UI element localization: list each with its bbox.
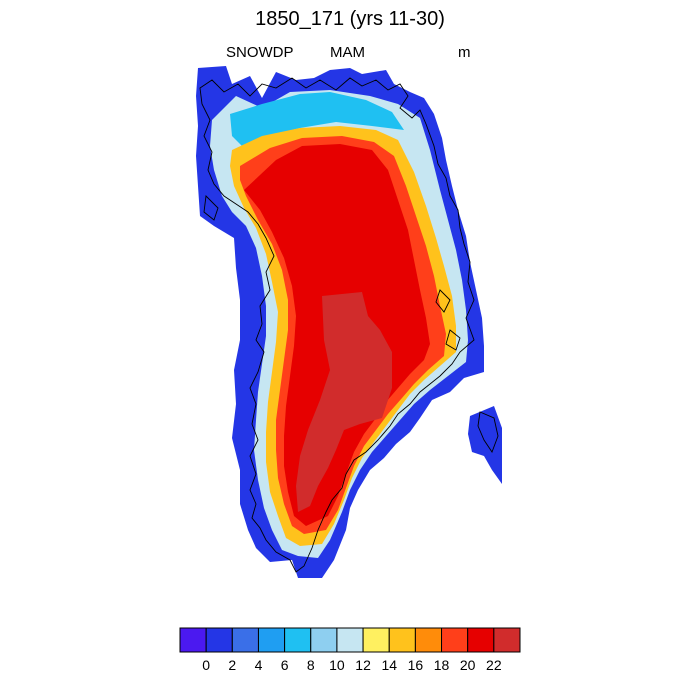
coastline-path xyxy=(435,289,451,313)
colorbar-tick-label: 6 xyxy=(281,657,289,673)
plot-title: 1850_171 (yrs 11-30) xyxy=(255,8,445,30)
coastline xyxy=(199,77,499,573)
colorbar-box xyxy=(231,627,259,653)
colorbar-box xyxy=(205,627,233,653)
colorbar-tick-label: 14 xyxy=(381,657,397,673)
colorbar-tick-labels: 0 2 4 6 8 10 12 14 16 18 20 22 xyxy=(202,657,502,673)
colorbar-tick-label: 0 xyxy=(202,657,210,673)
colorbar-box xyxy=(414,627,443,653)
colorbar-tick-label: 2 xyxy=(228,657,236,673)
colorbar-box xyxy=(362,627,390,653)
colorbar-tick-label: 20 xyxy=(460,657,476,673)
colorbar-tick-label: 10 xyxy=(329,657,345,673)
colorbar-box xyxy=(388,627,416,653)
colorbar-tick-label: 18 xyxy=(434,657,450,673)
coastline-path xyxy=(203,195,219,221)
colorbar-tick-label: 22 xyxy=(486,657,502,673)
colorbar-box xyxy=(179,627,207,653)
colorbar-tick-label: 8 xyxy=(307,657,315,673)
coastline-path xyxy=(445,329,461,351)
colorbar-boxes xyxy=(179,627,521,653)
colorbar-box xyxy=(336,627,364,653)
variable-label: SNOWDP xyxy=(226,44,294,61)
map-field-east-island xyxy=(468,406,502,484)
colorbar-box xyxy=(467,627,495,653)
colorbar-box xyxy=(310,627,338,653)
coastline-path xyxy=(477,411,499,453)
colorbar-tick-label: 16 xyxy=(408,657,424,673)
map-field-core xyxy=(296,292,392,512)
units-label: m xyxy=(458,44,471,61)
colorbar-box xyxy=(257,627,286,653)
colorbar-box xyxy=(284,627,312,653)
map-fields xyxy=(196,66,502,578)
colorbar-box xyxy=(493,627,521,653)
colorbar-box xyxy=(441,627,469,653)
season-label: MAM xyxy=(330,44,365,61)
colorbar-tick-label: 4 xyxy=(255,657,263,673)
coastline-path xyxy=(199,77,475,573)
colorbar-tick-label: 12 xyxy=(355,657,371,673)
